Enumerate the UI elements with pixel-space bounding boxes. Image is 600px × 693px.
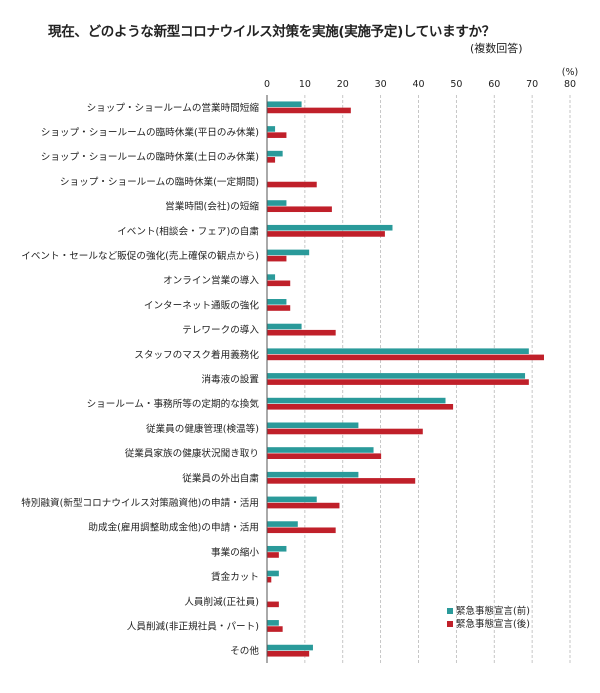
bar-before [267, 348, 529, 355]
chart-title: 現在、どのような新型コロナウイルス対策を実施(実施予定)していますか？ [48, 24, 495, 40]
category-label: 消毒液の設置 [201, 374, 259, 386]
bar-before [267, 373, 526, 379]
category-label: 事業の縮小 [211, 546, 259, 558]
bar-after [267, 107, 351, 114]
bar-before [267, 521, 298, 527]
category-label: 従業員の外出自粛 [182, 472, 259, 484]
category-label: イベント・セールなど販促の強化(売上確保の観点から) [21, 250, 259, 262]
bar-before [267, 471, 359, 478]
bar-after [267, 132, 287, 138]
category-label: ショップ・ショールームの営業時間短縮 [87, 102, 260, 114]
bar-before [267, 422, 359, 429]
bar-before [267, 620, 279, 626]
x-tick-label: 10 [299, 79, 311, 90]
bar-before [267, 299, 287, 305]
category-label: 人員削減(正社員) [184, 596, 259, 608]
bar-after [267, 552, 279, 558]
bar-before [267, 644, 313, 651]
category-label: スタッフのマスク着用義務化 [134, 349, 259, 361]
bar-before [267, 274, 276, 280]
bar-after [267, 428, 423, 435]
bar-after [267, 626, 283, 632]
unit-label: (%) [562, 67, 578, 78]
category-label: 従業員家族の健康状況聞き取り [125, 448, 259, 460]
category-label: イベント(相談会・フェア)の自粛 [117, 225, 259, 237]
bar-before [267, 397, 446, 404]
x-tick-label: 50 [450, 79, 462, 90]
bar-after [267, 453, 382, 459]
x-tick-label: 20 [337, 79, 349, 90]
chart-subtitle: (複数回答) [470, 42, 523, 55]
legend-swatch [447, 621, 453, 627]
bar-before [267, 200, 287, 206]
bar-before [267, 126, 276, 132]
bar-after [267, 379, 529, 385]
bar-after [267, 527, 336, 534]
bar-after [267, 329, 336, 336]
bar-before [267, 224, 393, 231]
bar-before [267, 447, 374, 453]
x-tick-label: 30 [375, 79, 387, 90]
category-label: 営業時間(会社)の短縮 [165, 201, 259, 213]
x-tick-label: 60 [488, 79, 500, 90]
bar-after [267, 354, 544, 361]
bar-before [267, 570, 279, 577]
category-label: その他 [230, 645, 259, 657]
category-label: インターネット通販の強化 [144, 299, 260, 311]
bar-after [267, 181, 317, 188]
category-label: ショップ・ショールームの臨時休業(土日のみ休業) [41, 151, 259, 163]
category-label: オンライン営業の導入 [163, 275, 259, 287]
category-label: 特別融資(新型コロナウイルス対策融資他)の申請・活用 [21, 497, 259, 509]
bar-after [267, 502, 340, 509]
bar-after [267, 650, 310, 657]
bar-before [267, 496, 317, 503]
category-label: テレワークの導入 [182, 324, 259, 336]
category-label: ショールーム・事務所等の定期的な換気 [87, 398, 260, 410]
bar-after [267, 403, 454, 410]
category-label: 従業員の健康管理(検温等) [146, 423, 259, 435]
bar-after [267, 478, 416, 484]
bar-after [267, 255, 287, 262]
bar-after [267, 157, 276, 163]
x-tick-label: 70 [526, 79, 538, 90]
bar-before [267, 545, 287, 552]
bar-before [267, 150, 283, 157]
bar-before [267, 323, 302, 330]
category-label: 人員削減(非正規社員・パート) [127, 620, 259, 632]
bar-after [267, 576, 272, 583]
x-tick-label: 0 [264, 79, 270, 90]
category-label: ショップ・ショールームの臨時休業(平日のみ休業) [41, 127, 259, 139]
bar-after [267, 206, 332, 213]
bar-after [267, 231, 385, 237]
x-tick-label: 80 [564, 79, 576, 90]
bar-before [267, 101, 302, 108]
bar-after [267, 601, 279, 608]
legend-label: 緊急事態宣言(前) [456, 605, 530, 617]
category-label: 助成金(雇用調整助成金他)の申請・活用 [88, 522, 259, 534]
legend-swatch [447, 608, 453, 614]
legend-label: 緊急事態宣言(後) [456, 618, 530, 630]
x-tick-label: 40 [412, 79, 424, 90]
category-label: 賃金カット [211, 571, 259, 583]
category-label: ショップ・ショールームの臨時休業(一定期間) [60, 176, 259, 188]
bar-before [267, 249, 310, 256]
bar-after [267, 305, 291, 311]
bar-after [267, 280, 291, 287]
